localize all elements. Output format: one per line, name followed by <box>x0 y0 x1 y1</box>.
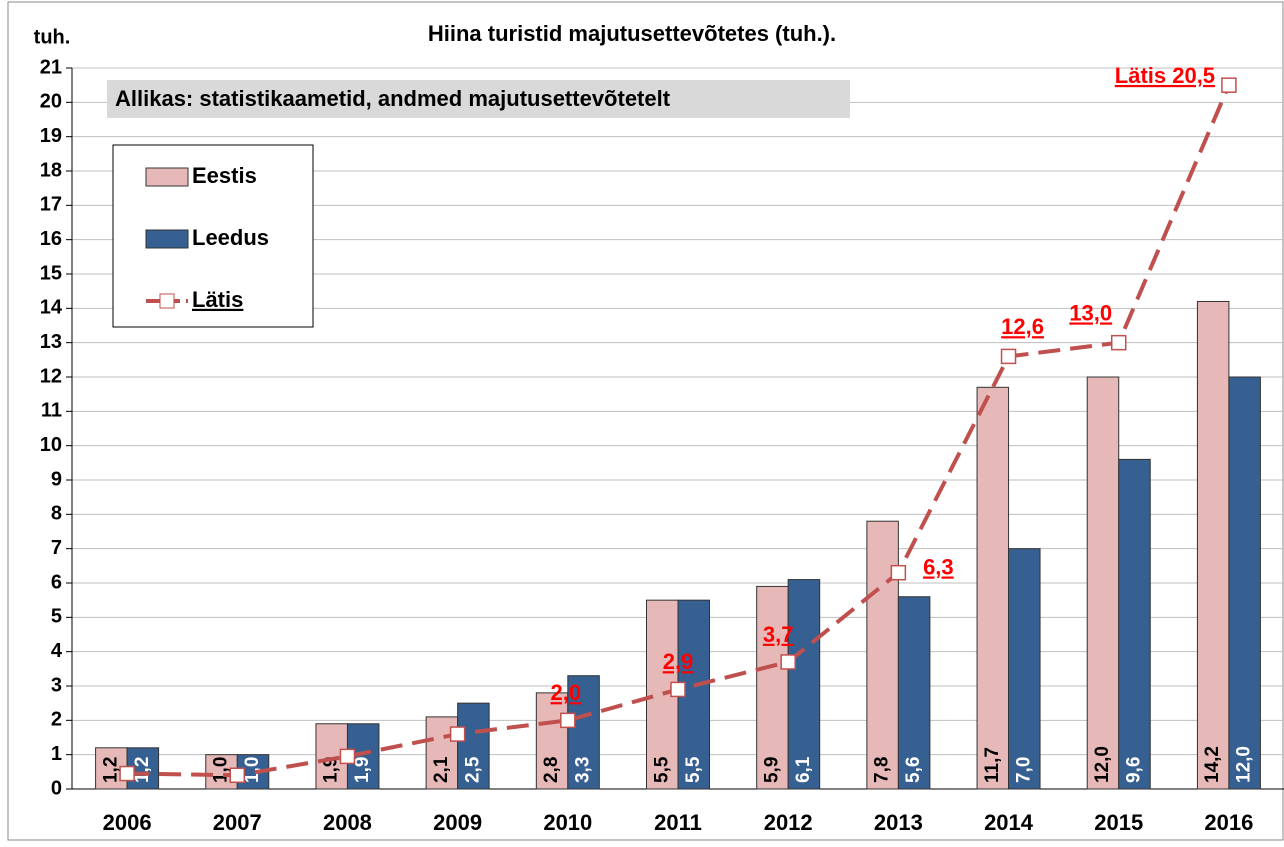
data-label: 1,9 <box>352 757 373 783</box>
x-tick-label: 2015 <box>1094 810 1143 835</box>
data-label: 1,0 <box>242 757 263 783</box>
data-label: 3,3 <box>573 757 594 783</box>
y-tick-label: 0 <box>51 777 62 799</box>
x-tick-label: 2014 <box>984 810 1034 835</box>
legend-label: Eestis <box>192 163 257 188</box>
y-tick-label: 9 <box>51 468 62 490</box>
data-label: 7,8 <box>872 757 893 783</box>
y-tick-label: 16 <box>40 228 62 250</box>
annotation: Allikas: statistikaametid, andmed majutu… <box>115 86 671 111</box>
legend-swatch <box>145 167 189 187</box>
data-label: 12,6 <box>1001 314 1044 339</box>
data-label: 2,1 <box>431 756 452 783</box>
y-tick-label: 7 <box>51 537 62 559</box>
marker <box>890 564 907 581</box>
y-tick-label: 21 <box>40 56 62 78</box>
y-tick-label: 14 <box>40 297 63 319</box>
data-label: 1,2 <box>100 757 121 783</box>
y-tick-label: 19 <box>40 125 62 147</box>
marker <box>449 726 466 742</box>
bar <box>787 579 821 790</box>
marker <box>119 765 135 782</box>
data-label: 3,7 <box>763 622 794 647</box>
data-label: Lätis 20,5 <box>1115 63 1215 88</box>
data-label: 11,7 <box>982 747 1003 783</box>
bar <box>976 386 1010 790</box>
data-label: 5,5 <box>683 756 704 783</box>
chart-title: Hiina turistid majutusettevõtetes (tuh.)… <box>428 21 836 46</box>
data-label: 2,8 <box>541 757 562 783</box>
bar <box>866 520 899 790</box>
marker <box>670 681 686 698</box>
marker <box>780 654 796 670</box>
y-tick-label: 11 <box>41 400 62 422</box>
x-tick-label: 2009 <box>433 810 482 835</box>
x-tick-label: 2013 <box>874 810 923 835</box>
data-label: 1,0 <box>211 757 232 783</box>
marker <box>339 748 356 765</box>
data-label: 12,0 <box>1234 746 1255 783</box>
data-label: 6,3 <box>923 555 954 580</box>
x-tick-label: 2012 <box>764 810 813 835</box>
bar <box>1008 548 1041 790</box>
bar <box>457 702 490 790</box>
data-label: 5,5 <box>651 756 672 783</box>
data-label: 5,9 <box>761 757 782 783</box>
bar <box>756 585 789 790</box>
marker <box>1110 334 1127 351</box>
chart-frame <box>7 1 1284 841</box>
data-label: 5,6 <box>903 757 924 783</box>
y-tick-label: 20 <box>40 91 62 113</box>
y-tick-label: 3 <box>51 674 62 696</box>
bar <box>1118 458 1151 790</box>
x-tick-label: 2008 <box>323 810 372 835</box>
y-tick-label: 10 <box>40 434 62 456</box>
data-label: 6,1 <box>793 756 814 783</box>
x-tick-label: 2016 <box>1204 810 1253 835</box>
y-tick-label: 13 <box>40 331 62 353</box>
y-tick-label: 8 <box>51 503 62 525</box>
x-tick-label: 2007 <box>213 810 262 835</box>
y-tick-label: 6 <box>51 571 62 593</box>
bar <box>1196 300 1230 790</box>
y-tick-label: 15 <box>40 262 62 284</box>
marker <box>1221 77 1237 93</box>
data-label: 1,2 <box>132 757 153 783</box>
y-tick-label: 1 <box>51 743 62 765</box>
y-tick-label: 12 <box>40 365 62 387</box>
legend-label: Lätis <box>192 287 243 312</box>
y-tick-label: 2 <box>51 709 62 731</box>
data-label: 9,6 <box>1123 757 1144 783</box>
data-label: 1,9 <box>321 757 342 783</box>
bar <box>897 596 931 790</box>
legend-swatch <box>159 293 175 309</box>
y-tick-label: 4 <box>51 640 63 662</box>
y-tick-label: 17 <box>40 194 62 216</box>
annotation-box <box>107 80 850 118</box>
y-tick-label: 5 <box>51 606 62 628</box>
data-label: 14,2 <box>1202 746 1223 783</box>
legend-label: Leedus <box>192 225 269 250</box>
marker <box>229 767 246 784</box>
data-label: 2,9 <box>663 649 694 674</box>
bar <box>1228 376 1261 790</box>
y-tick-label: 18 <box>40 159 62 181</box>
legend-swatch <box>145 229 189 249</box>
marker <box>1000 348 1017 365</box>
y-axis-label: tuh. <box>34 26 71 48</box>
x-tick-label: 2010 <box>543 810 592 835</box>
data-label: 12,0 <box>1092 746 1113 783</box>
data-label: 13,0 <box>1069 300 1112 325</box>
data-label: 2,0 <box>551 680 582 705</box>
x-tick-label: 2011 <box>654 810 702 835</box>
marker <box>560 712 576 729</box>
x-tick-label: 2006 <box>103 810 152 835</box>
data-label: 2,5 <box>462 756 483 783</box>
bar <box>567 675 600 790</box>
data-label: 7,0 <box>1013 757 1034 783</box>
bar <box>1086 376 1120 790</box>
